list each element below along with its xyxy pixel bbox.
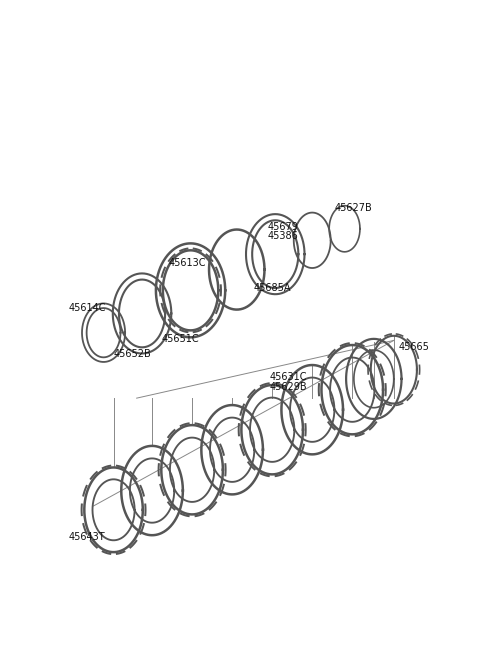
Text: 45631C: 45631C bbox=[269, 372, 307, 383]
Text: 45386: 45386 bbox=[267, 231, 298, 242]
Text: 45679: 45679 bbox=[267, 222, 299, 233]
Text: 45627B: 45627B bbox=[335, 203, 372, 213]
Text: 45643T: 45643T bbox=[69, 532, 106, 542]
Text: 45651C: 45651C bbox=[161, 334, 199, 344]
Text: 45665: 45665 bbox=[398, 341, 429, 352]
Text: 45614C: 45614C bbox=[69, 303, 107, 313]
Text: 45652B: 45652B bbox=[114, 349, 151, 359]
Text: 45613C: 45613C bbox=[169, 259, 206, 269]
Text: 45685A: 45685A bbox=[254, 283, 291, 293]
Text: 45629B: 45629B bbox=[269, 382, 307, 392]
